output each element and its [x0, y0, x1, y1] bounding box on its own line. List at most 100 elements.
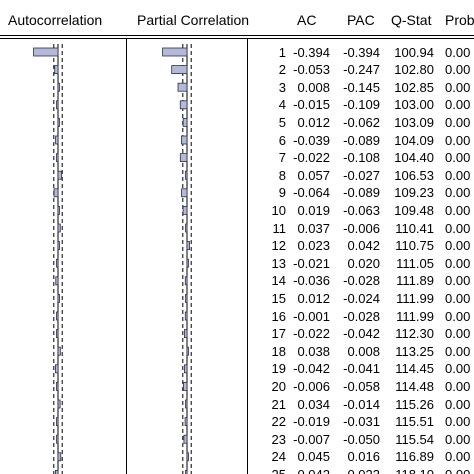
ac-value: -0.019 [293, 414, 330, 430]
qstat-value: 111.99 [396, 308, 434, 324]
lag-label: 1 [278, 44, 286, 60]
ac-bar [56, 153, 59, 163]
ac-bar [56, 434, 59, 444]
pac-value: -0.089 [343, 185, 380, 201]
ac-bar [54, 469, 59, 474]
lag-label: 9 [278, 185, 286, 201]
qstat-value: 109.48 [394, 202, 434, 218]
prob-value: 0.00 [445, 238, 471, 254]
pac-value: -0.247 [343, 62, 380, 78]
pac-bar [185, 469, 188, 474]
prob-value: 0.00 [445, 378, 471, 394]
prob-value: 0.00 [445, 255, 471, 271]
ac-value: -0.036 [293, 273, 330, 289]
prob-value: 0.00 [445, 414, 471, 430]
ac-value: -0.015 [293, 97, 330, 113]
qstat-value: 109.23 [394, 185, 434, 201]
pac-bar [184, 276, 188, 286]
ac-bar [57, 118, 60, 127]
ac-value: 0.034 [297, 396, 330, 412]
ac-value: 0.012 [297, 114, 330, 130]
pac-bar [183, 434, 188, 444]
ac-bar [56, 329, 59, 339]
ac-bar [54, 364, 59, 374]
ac-bar [57, 82, 60, 92]
header-partial-correlation: Partial Correlation [137, 12, 250, 28]
lag-label: 8 [278, 167, 286, 183]
ac-value: -0.042 [293, 361, 330, 377]
prob-value: 0.00 [445, 167, 471, 183]
ac-value: -0.053 [293, 62, 330, 78]
pac-value: -0.042 [343, 326, 380, 342]
ac-value: -0.064 [293, 185, 330, 201]
ac-bar [57, 205, 60, 215]
pac-bar [183, 329, 188, 339]
pac-value: -0.109 [343, 97, 380, 113]
prob-value: 0.00 [445, 79, 471, 95]
prob-value: 0.00 [445, 449, 471, 465]
ac-value: -0.007 [293, 431, 330, 447]
lag-label: 16 [271, 308, 286, 324]
prob-value: 0.00 [445, 343, 471, 359]
ac-bar [57, 223, 61, 233]
ac-bar [55, 276, 59, 286]
ac-value: -0.022 [293, 150, 330, 166]
lag-label: 18 [271, 343, 286, 359]
qstat-value: 114.45 [395, 361, 434, 377]
ac-bar [56, 311, 59, 321]
ac-value: -0.394 [293, 44, 330, 60]
qstat-value: 102.80 [394, 62, 434, 78]
lag-label: 2 [278, 62, 286, 78]
prob-value: 0.00 [445, 62, 471, 78]
pac-value: -0.028 [343, 308, 380, 324]
pac-bar [184, 311, 188, 321]
ac-bar [53, 188, 59, 198]
qstat-value: 103.09 [394, 114, 434, 130]
ac-value: -0.001 [293, 308, 330, 324]
prob-value: 0.00 [445, 290, 471, 306]
pac-value: -0.027 [343, 167, 380, 183]
qstat-value: 111.05 [396, 255, 434, 271]
pac-value: -0.062 [343, 114, 380, 130]
qstat-value: 104.40 [394, 150, 434, 166]
pac-value: -0.006 [343, 220, 380, 236]
header-pac: PAC [347, 12, 375, 28]
prob-value: 0.00 [445, 132, 471, 148]
ac-value: 0.057 [297, 167, 330, 183]
pac-value: -0.058 [343, 378, 380, 394]
column-divider-right [247, 38, 248, 474]
ac-bar [57, 452, 62, 462]
pac-bar [185, 293, 188, 303]
ac-value: -0.042 [270, 467, 330, 474]
header-qstat: Q-Stat [391, 12, 432, 28]
lag-label: 20 [271, 378, 286, 394]
qstat-value: 110.41 [395, 220, 434, 236]
prob-value: 0.00 [445, 308, 471, 324]
prob-value: 0.00 [445, 396, 471, 412]
qstat-value: 110.75 [395, 238, 434, 254]
ac-value: -0.022 [293, 326, 330, 342]
qstat-value: 118.10 [374, 467, 434, 474]
ac-value: 0.045 [297, 449, 330, 465]
lag-label: 7 [278, 150, 286, 166]
lag-label: 22 [271, 414, 286, 430]
pac-value: -0.108 [343, 150, 380, 166]
pac-bar [179, 100, 188, 110]
ac-value: 0.019 [297, 202, 330, 218]
qstat-value: 100.94 [394, 44, 434, 60]
pac-bar [186, 258, 189, 268]
header-ac: AC [297, 12, 317, 28]
prob-value: 0.00 [445, 97, 471, 113]
ac-bar [55, 135, 59, 145]
header-autocorrelation: Autocorrelation [8, 12, 103, 28]
pac-bar [162, 47, 188, 57]
lag-label: 3 [278, 79, 286, 95]
pac-value: -0.041 [343, 361, 380, 377]
prob-value: 0.00 [445, 44, 471, 60]
header-rule-bottom [0, 38, 474, 39]
prob-value: 0.00 [445, 361, 471, 377]
prob-value: 0.00 [445, 467, 470, 474]
ac-bar [56, 417, 59, 427]
pac-value: -0.089 [343, 132, 380, 148]
